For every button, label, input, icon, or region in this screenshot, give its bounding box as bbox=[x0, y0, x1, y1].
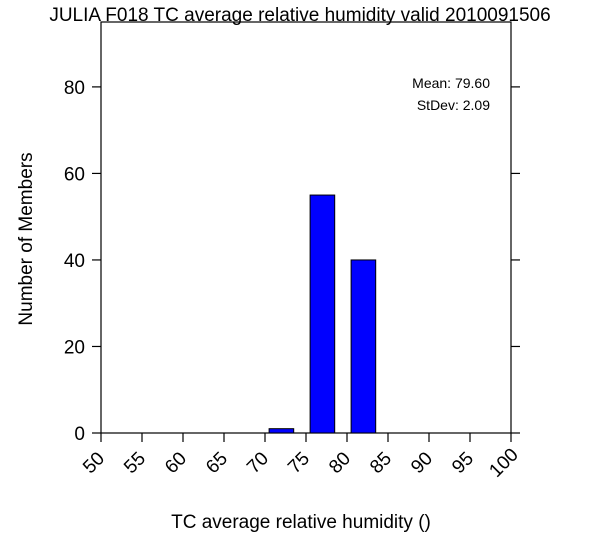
x-tick-label: 85 bbox=[366, 448, 396, 478]
x-axis: 50 55 60 65 70 75 80 85 90 95 100 bbox=[79, 433, 523, 482]
chart-title: JULIA F018 TC average relative humidity … bbox=[49, 5, 550, 26]
bars-group bbox=[268, 194, 377, 434]
y-tick-label: 0 bbox=[74, 424, 85, 445]
histogram-bar-2 bbox=[350, 259, 377, 434]
y-tick-label: 40 bbox=[64, 251, 85, 272]
y-axis: 0 20 40 60 80 bbox=[64, 78, 520, 445]
mean-label: Mean: 79.60 bbox=[412, 75, 490, 91]
y-tick-label: 60 bbox=[64, 164, 85, 185]
x-tick-label: 65 bbox=[202, 448, 232, 478]
x-tick-label: 60 bbox=[161, 448, 191, 478]
histogram-bar-0 bbox=[268, 428, 295, 434]
x-tick-label: 75 bbox=[284, 448, 314, 478]
histogram-bar-1 bbox=[309, 194, 336, 434]
y-axis-title: Number of Members bbox=[16, 152, 37, 325]
y-tick-label: 80 bbox=[64, 78, 85, 99]
x-tick-label: 100 bbox=[485, 444, 522, 481]
x-tick-label: 95 bbox=[448, 448, 478, 478]
y-tick-label: 20 bbox=[64, 337, 85, 358]
x-tick-label: 70 bbox=[243, 448, 273, 478]
x-tick-label: 80 bbox=[325, 448, 355, 478]
x-tick-label: 55 bbox=[120, 448, 150, 478]
x-axis-title: TC average relative humidity () bbox=[171, 512, 431, 533]
stdev-label: StDev: 2.09 bbox=[417, 97, 490, 113]
x-tick-label: 90 bbox=[407, 448, 437, 478]
x-tick-label: 50 bbox=[79, 448, 109, 478]
